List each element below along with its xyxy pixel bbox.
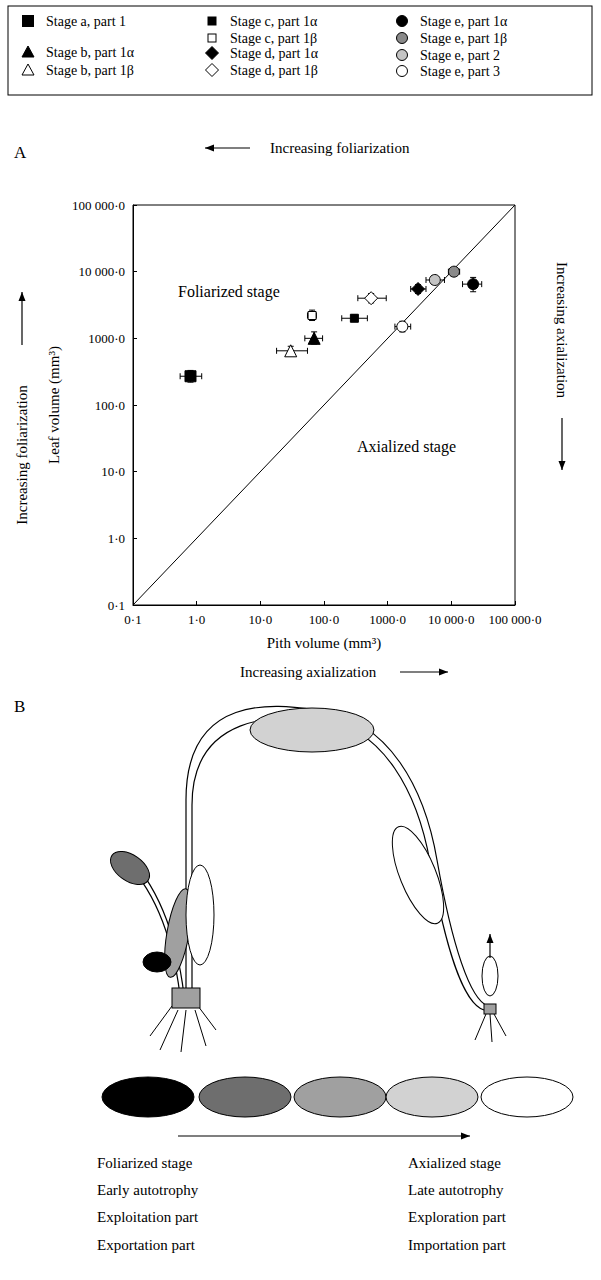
svg-text:Increasing axialization: Increasing axialization (554, 262, 570, 399)
svg-text:Stage e, part 3: Stage e, part 3 (420, 64, 500, 79)
svg-text:Importation part: Importation part (408, 1237, 507, 1253)
svg-text:0·1: 0·1 (124, 612, 141, 627)
svg-text:Stage d, part 1α: Stage d, part 1α (230, 46, 319, 61)
svg-text:Increasing foliarization: Increasing foliarization (14, 385, 30, 525)
svg-text:Pith volume (mm³): Pith volume (mm³) (267, 635, 382, 652)
svg-text:100·0: 100·0 (309, 612, 339, 627)
svg-text:1000·0: 1000·0 (88, 331, 125, 346)
svg-text:0·1: 0·1 (108, 598, 125, 613)
svg-text:10·0: 10·0 (248, 612, 272, 627)
svg-text:Stage e, part 1α: Stage e, part 1α (420, 14, 508, 29)
svg-text:Stage b, part 1β: Stage b, part 1β (46, 63, 134, 78)
svg-text:Exploitation part: Exploitation part (97, 1209, 199, 1225)
svg-text:Stage c, part 1α: Stage c, part 1α (230, 14, 318, 29)
svg-text:Stage d, part 1β: Stage d, part 1β (230, 63, 318, 78)
svg-text:Foliarized stage: Foliarized stage (97, 1155, 193, 1171)
svg-text:Axialized stage: Axialized stage (408, 1155, 501, 1171)
svg-text:Stage a, part 1: Stage a, part 1 (46, 14, 126, 29)
svg-text:100 000·0: 100 000·0 (488, 612, 541, 627)
svg-text:A: A (14, 143, 27, 162)
svg-text:10 000·0: 10 000·0 (428, 612, 475, 627)
svg-text:Exportation part: Exportation part (97, 1237, 196, 1253)
svg-text:Stage e, part 1β: Stage e, part 1β (420, 31, 507, 46)
svg-text:Stage e, part 2: Stage e, part 2 (420, 48, 500, 63)
svg-text:Stage c, part 1β: Stage c, part 1β (230, 31, 317, 46)
svg-text:10·0: 10·0 (101, 464, 125, 479)
svg-text:Stage b, part 1α: Stage b, part 1α (46, 45, 135, 60)
svg-text:Axialized stage: Axialized stage (357, 438, 456, 456)
svg-text:100 000·0: 100 000·0 (72, 198, 125, 213)
svg-text:10 000·0: 10 000·0 (78, 264, 125, 279)
svg-text:Leaf volume (mm³): Leaf volume (mm³) (46, 346, 63, 464)
svg-text:1000·0: 1000·0 (369, 612, 406, 627)
svg-text:Foliarized stage: Foliarized stage (178, 283, 280, 301)
svg-text:1·0: 1·0 (188, 612, 205, 627)
svg-text:Exploration part: Exploration part (408, 1209, 507, 1225)
svg-text:Early autotrophy: Early autotrophy (97, 1182, 199, 1198)
svg-text:Late autotrophy: Late autotrophy (408, 1182, 504, 1198)
svg-text:100·0: 100·0 (95, 398, 125, 413)
svg-text:1·0: 1·0 (108, 531, 125, 546)
svg-text:Increasing foliarization: Increasing foliarization (270, 140, 410, 156)
svg-text:Increasing axialization: Increasing axialization (240, 664, 377, 680)
svg-text:B: B (14, 697, 25, 716)
